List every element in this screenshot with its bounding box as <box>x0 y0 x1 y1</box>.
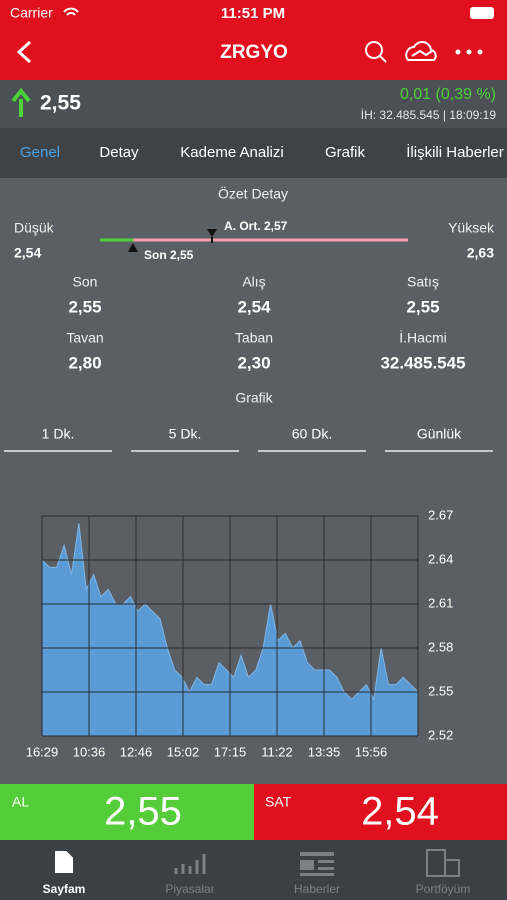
nav-title: ZRGYO <box>220 42 288 63</box>
change: 0,01 (0,39 %) <box>400 86 496 103</box>
stat-value: 32.485.545 <box>380 353 465 372</box>
more-icon[interactable] <box>455 49 483 55</box>
bottom-tab[interactable]: Portföyüm <box>416 882 471 896</box>
low-label: Düşük <box>14 220 55 236</box>
sayfam-icon <box>55 851 73 873</box>
chart-icon[interactable] <box>405 41 437 61</box>
buy-price: 2,55 <box>104 790 182 834</box>
wifi-icon <box>63 7 79 16</box>
tab[interactable]: İlişkili Haberler <box>406 143 504 161</box>
last-marker <box>128 243 138 252</box>
portfoy-icon <box>426 849 460 877</box>
x-tick-label: 17:15 <box>214 744 247 759</box>
battery <box>470 7 494 19</box>
up-arrow <box>11 87 31 117</box>
last-label: Son 2,55 <box>144 248 194 262</box>
y-tick-label: 2.58 <box>428 639 453 654</box>
sell-label: SAT <box>265 794 292 810</box>
x-tick-label: 16:29 <box>26 744 59 759</box>
stat-value: 2,54 <box>237 297 271 316</box>
high-value: 2,63 <box>467 245 494 261</box>
bottom-tab[interactable]: Piyasalar <box>165 882 214 896</box>
quote-bg <box>0 80 507 128</box>
x-tick-label: 15:56 <box>355 744 388 759</box>
sell-price: 2,54 <box>361 790 439 834</box>
avg-label: A. Ort. 2,57 <box>224 219 288 233</box>
back-button[interactable] <box>16 40 32 64</box>
search-icon[interactable] <box>365 41 387 63</box>
stat-value: 2,55 <box>68 297 101 316</box>
bottom-tab[interactable]: Sayfam <box>43 882 86 896</box>
stat-label: Son <box>73 274 98 290</box>
buy-button[interactable] <box>0 784 254 840</box>
tab[interactable]: Kademe Analizi <box>180 144 283 161</box>
x-tick-label: 11:22 <box>261 744 293 759</box>
sell-button[interactable] <box>254 784 507 840</box>
chart-section-title: Grafik <box>235 390 273 406</box>
stat-value: 2,30 <box>237 353 270 372</box>
low-value: 2,54 <box>14 245 41 261</box>
tab-bar-bg <box>0 840 507 900</box>
period-tab[interactable]: 60 Dk. <box>292 426 332 442</box>
stat-label: Taban <box>235 330 273 346</box>
period-tab[interactable]: 5 Dk. <box>169 426 202 442</box>
x-tick-label: 15:02 <box>167 744 200 759</box>
stat-label: İ.Hacmi <box>399 329 446 346</box>
y-tick-label: 2.61 <box>428 595 453 610</box>
bottom-tab[interactable]: Haberler <box>294 882 340 896</box>
avg-marker <box>207 229 217 237</box>
x-tick-label: 12:46 <box>120 744 153 759</box>
x-tick-label: 10:36 <box>73 744 106 759</box>
high-label: Yüksek <box>448 220 495 236</box>
tab[interactable]: Grafik <box>325 144 366 161</box>
stat-label: Alış <box>242 274 265 290</box>
summary-title: Özet Detay <box>218 185 288 202</box>
price: 2,55 <box>40 92 81 115</box>
tab[interactable]: Genel <box>20 144 60 161</box>
stat-value: 2,80 <box>68 353 101 372</box>
header-bg <box>0 0 507 80</box>
haberler-icon <box>300 852 334 876</box>
period-tab[interactable]: Günlük <box>417 426 462 442</box>
buy-label: AL <box>12 794 29 810</box>
tabs-bg <box>0 128 507 178</box>
y-tick-label: 2.64 <box>428 551 453 566</box>
quote-info: İH: 32.485.545 | 18:09:19 <box>361 108 497 122</box>
y-tick-label: 2.67 <box>428 507 453 522</box>
piyasalar-icon <box>174 854 206 874</box>
stat-label: Tavan <box>66 330 103 346</box>
stat-label: Satış <box>407 274 439 290</box>
time: 11:51 PM <box>221 5 285 22</box>
y-tick-label: 2.55 <box>428 683 453 698</box>
tab[interactable]: Detay <box>99 144 139 161</box>
period-tab[interactable]: 1 Dk. <box>42 426 75 442</box>
stat-value: 2,55 <box>406 297 439 316</box>
x-tick-label: 13:35 <box>308 744 341 759</box>
carrier: Carrier <box>10 5 53 21</box>
y-tick-label: 2.52 <box>428 727 453 742</box>
